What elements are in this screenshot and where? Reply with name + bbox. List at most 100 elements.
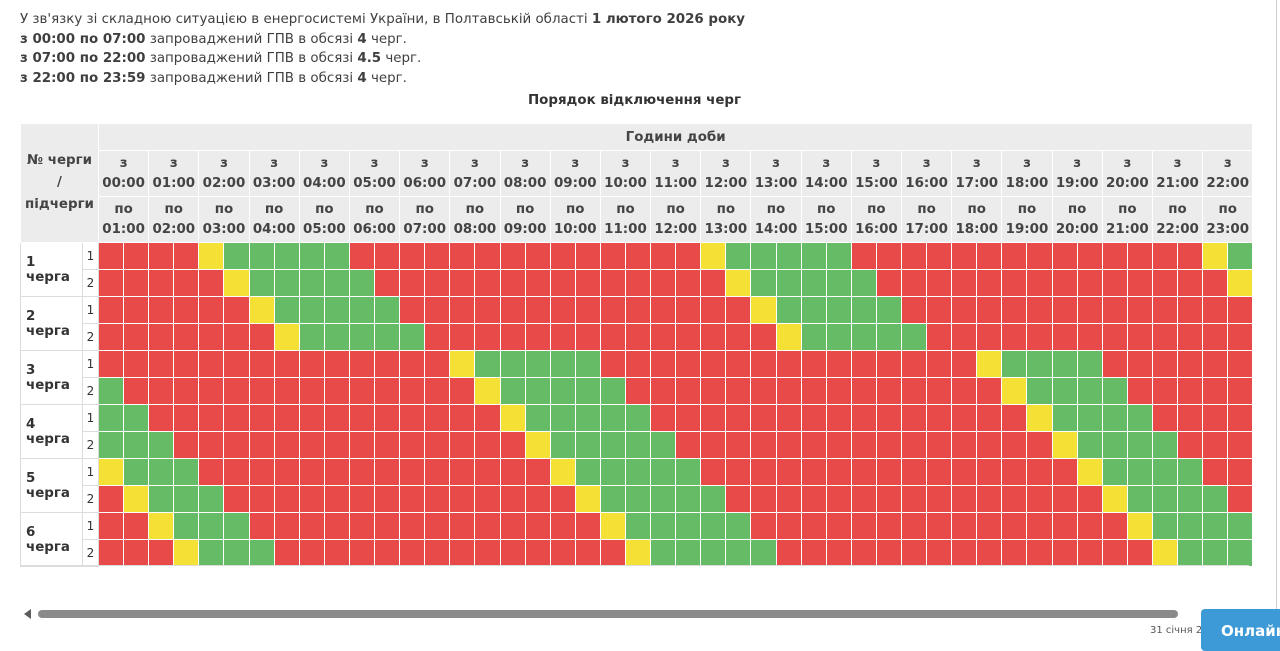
hour-to-header: по 18:00 bbox=[951, 196, 1003, 243]
outage-cell bbox=[926, 377, 953, 405]
hour-from-prefix: з bbox=[571, 155, 580, 171]
outage-cell bbox=[976, 404, 1003, 432]
outage-cell bbox=[650, 377, 677, 405]
outage-cell bbox=[1001, 242, 1028, 270]
outage-cell bbox=[725, 404, 752, 432]
power-on-cell bbox=[399, 323, 426, 351]
power-on-cell bbox=[123, 404, 150, 432]
outage-cell bbox=[1151, 404, 1179, 432]
outage-cell bbox=[1126, 323, 1153, 351]
outage-cell bbox=[775, 350, 802, 378]
outage-cell bbox=[574, 242, 601, 270]
period-3-time: з 22:00 по 23:59 bbox=[20, 70, 146, 86]
scroll-left-arrow-icon[interactable] bbox=[24, 609, 31, 619]
hour-to-prefix: по bbox=[1168, 201, 1187, 217]
possible-outage-cell bbox=[524, 431, 551, 459]
queue-header-line: / bbox=[57, 175, 62, 190]
outage-cell bbox=[123, 512, 150, 540]
outage-cell bbox=[951, 323, 978, 351]
outage-cell bbox=[97, 269, 125, 297]
outage-cell bbox=[198, 296, 225, 324]
outage-cell bbox=[273, 350, 300, 378]
power-on-cell bbox=[323, 242, 350, 270]
power-on-cell bbox=[900, 323, 928, 351]
possible-outage-cell bbox=[449, 350, 476, 378]
outage-cell bbox=[1101, 350, 1128, 378]
outage-cell bbox=[800, 350, 827, 378]
power-on-cell bbox=[825, 296, 852, 324]
outage-cell bbox=[1001, 512, 1028, 540]
hour-to-prefix: по bbox=[566, 201, 585, 217]
hour-from-prefix: з bbox=[521, 155, 529, 171]
power-on-cell bbox=[298, 269, 325, 297]
outage-cell bbox=[549, 242, 576, 270]
outage-cell bbox=[399, 269, 426, 297]
hour-to-prefix: по bbox=[415, 201, 434, 217]
horizontal-scrollbar[interactable] bbox=[20, 606, 1249, 622]
outage-cell bbox=[499, 242, 526, 270]
hour-to-time: 16:00 bbox=[855, 221, 898, 237]
hour-to-time: 11:00 bbox=[604, 221, 647, 237]
outage-cell bbox=[1151, 296, 1179, 324]
hour-to-header: по 02:00 bbox=[148, 196, 200, 243]
outage-cell bbox=[825, 377, 852, 405]
outage-cell bbox=[599, 269, 626, 297]
possible-outage-cell bbox=[775, 323, 802, 351]
outage-cell bbox=[223, 323, 250, 351]
hour-to-prefix: по bbox=[666, 201, 685, 217]
outage-cell bbox=[1026, 485, 1053, 513]
outage-cell bbox=[549, 539, 576, 567]
outage-cell bbox=[825, 404, 852, 432]
queue-header-line: підчерги bbox=[25, 197, 94, 212]
outage-cell bbox=[323, 431, 350, 459]
outage-cell bbox=[273, 512, 300, 540]
outage-cell bbox=[650, 296, 677, 324]
power-on-cell bbox=[524, 404, 551, 432]
power-on-cell bbox=[675, 485, 702, 513]
outage-cell bbox=[825, 485, 852, 513]
power-on-cell bbox=[624, 485, 652, 513]
outage-cell bbox=[449, 269, 476, 297]
hour-to-header: по 03:00 bbox=[198, 196, 250, 243]
hour-to-time: 21:00 bbox=[1106, 221, 1149, 237]
outage-cell bbox=[900, 404, 928, 432]
outage-cell bbox=[248, 512, 275, 540]
outage-cell bbox=[1101, 242, 1128, 270]
outage-cell bbox=[1001, 269, 1028, 297]
outage-cell bbox=[348, 242, 376, 270]
outage-cell bbox=[700, 458, 727, 486]
outage-cell bbox=[825, 431, 852, 459]
outage-cell bbox=[750, 323, 777, 351]
power-on-cell bbox=[650, 458, 677, 486]
outage-cell bbox=[675, 377, 702, 405]
hour-to-header: по 10:00 bbox=[549, 196, 601, 243]
outage-cell bbox=[323, 485, 350, 513]
power-on-cell bbox=[348, 269, 376, 297]
online-button[interactable]: Онлайн bbox=[1201, 609, 1280, 651]
outage-cell bbox=[725, 431, 752, 459]
outage-cell bbox=[248, 404, 275, 432]
outage-cell bbox=[976, 485, 1003, 513]
outage-cell bbox=[549, 269, 576, 297]
possible-outage-cell bbox=[1227, 269, 1254, 297]
outage-cell bbox=[825, 512, 852, 540]
hour-from-header: з 08:00 bbox=[499, 150, 551, 197]
subqueue-label: 2 bbox=[82, 269, 99, 297]
scrollbar-thumb[interactable] bbox=[38, 610, 1178, 618]
outage-cell bbox=[800, 539, 827, 567]
power-on-cell bbox=[248, 539, 275, 567]
outage-cell bbox=[474, 539, 501, 567]
outage-cell bbox=[875, 539, 903, 567]
power-on-cell bbox=[800, 323, 827, 351]
outage-cell bbox=[775, 512, 802, 540]
outage-cell bbox=[775, 431, 802, 459]
power-on-cell bbox=[700, 512, 727, 540]
power-on-cell bbox=[123, 458, 150, 486]
power-on-cell bbox=[549, 431, 576, 459]
hour-from-header: з 05:00 bbox=[348, 150, 401, 197]
outage-cell bbox=[1202, 377, 1229, 405]
power-on-cell bbox=[173, 458, 200, 486]
hour-from-prefix: з bbox=[772, 155, 780, 171]
hour-from-header: з 13:00 bbox=[750, 150, 802, 197]
outage-cell bbox=[951, 242, 978, 270]
